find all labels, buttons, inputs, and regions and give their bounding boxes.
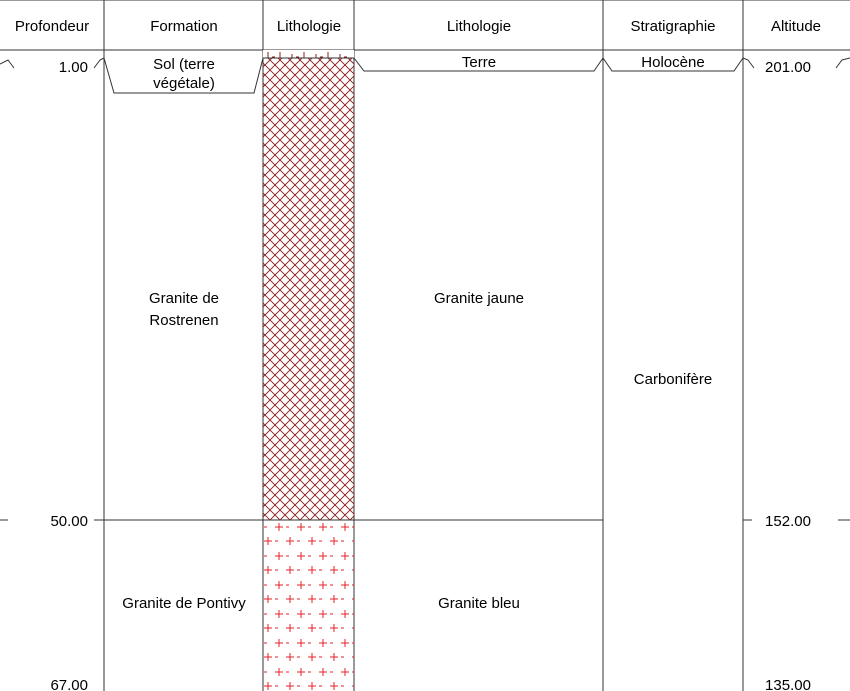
altitude-top-marker-right xyxy=(835,57,850,69)
stratigraphy-holocene: Holocène xyxy=(641,54,704,71)
header-formation: Formation xyxy=(150,18,218,35)
header-altitude: Altitude xyxy=(771,18,821,35)
altitude-top-marker xyxy=(742,57,755,69)
terre-bracket xyxy=(353,57,604,72)
altitude-label-mid: 152.00 xyxy=(765,513,811,530)
altitude-label-top: 201.00 xyxy=(765,59,811,76)
header-row: Profondeur Formation Lithologie Litholog… xyxy=(0,0,850,51)
formation-sol-line1: Sol (terre xyxy=(153,56,215,73)
stratigraphy-column: Holocène Carbonifère xyxy=(602,54,744,388)
formation-rostrenen-line2: Rostrenen xyxy=(149,312,218,329)
formation-sol-line2: végétale) xyxy=(153,75,215,92)
lithology-granite-jaune: Granite jaune xyxy=(434,290,524,307)
lithology-text-column: Terre Granite jaune Granite bleu xyxy=(353,54,604,612)
header-lithologie-pattern: Lithologie xyxy=(277,18,341,35)
terre-pattern-strip xyxy=(263,50,354,58)
altitude-label-bottom: 135.00 xyxy=(765,677,811,691)
crosshatch-granite-jaune xyxy=(263,58,354,520)
depth-label-mid: 50.00 xyxy=(50,513,88,530)
formation-pontivy: Granite de Pontivy xyxy=(122,595,246,612)
header-stratigraphie: Stratigraphie xyxy=(630,18,715,35)
formation-column: Sol (terre végétale) Granite de Rostrene… xyxy=(103,56,264,612)
terre-pattern-marks xyxy=(267,52,347,58)
column-dividers xyxy=(103,0,744,691)
depth-top-marker-right xyxy=(93,57,105,69)
altitude-column: 201.00 152.00 135.00 xyxy=(742,57,850,691)
holocene-bracket xyxy=(602,57,744,72)
lithology-terre: Terre xyxy=(462,54,496,71)
header-lithologie: Lithologie xyxy=(447,18,511,35)
sol-bracket xyxy=(103,57,264,94)
formation-rostrenen-line1: Granite de xyxy=(149,290,219,307)
depth-label-bottom: 67.00 xyxy=(50,677,88,691)
lithology-column xyxy=(263,50,354,691)
depth-label-top: 1.00 xyxy=(59,59,88,76)
depth-top-marker xyxy=(0,59,15,69)
plus-pattern-granite-bleu xyxy=(263,520,354,691)
lithology-granite-bleu: Granite bleu xyxy=(438,595,520,612)
header-profondeur: Profondeur xyxy=(15,18,89,35)
stratigraphy-carbonifere: Carbonifère xyxy=(634,371,712,388)
depth-column: 1.00 50.00 67.00 xyxy=(0,57,105,691)
